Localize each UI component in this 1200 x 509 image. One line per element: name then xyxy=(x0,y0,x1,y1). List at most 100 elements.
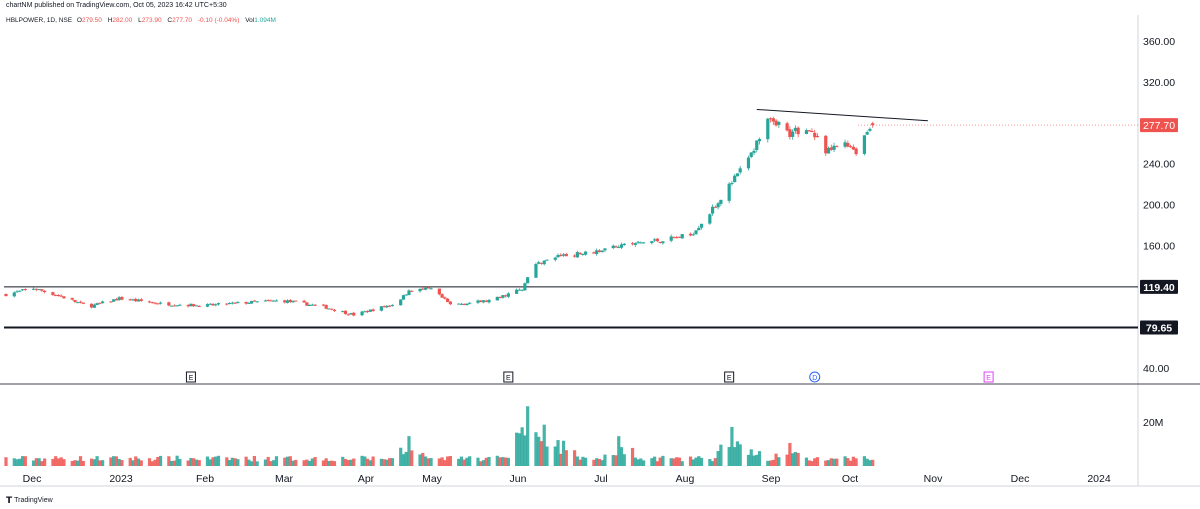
candle-body xyxy=(578,252,582,255)
volume-bar xyxy=(109,457,113,466)
volume-bar xyxy=(227,460,232,466)
candle-body xyxy=(653,239,657,241)
legend-close: 277.70 xyxy=(172,17,193,24)
candle-body xyxy=(272,300,276,302)
candle-body xyxy=(658,241,662,243)
candle-body xyxy=(443,297,447,299)
earnings-marker-icon xyxy=(503,371,514,383)
candle-body xyxy=(139,299,143,302)
candle-body xyxy=(752,150,756,153)
volume-bar xyxy=(622,454,626,466)
candle-body xyxy=(404,294,408,296)
volume-bar xyxy=(23,456,27,466)
candle-body xyxy=(716,203,720,208)
candle-body xyxy=(774,120,778,126)
volume-bar xyxy=(418,454,422,466)
candle-body xyxy=(501,295,505,298)
candle-body xyxy=(324,305,328,309)
candle-body xyxy=(34,288,38,290)
volume-bar xyxy=(597,458,602,466)
volume-bar xyxy=(54,456,58,466)
volume-bar xyxy=(777,457,781,466)
legend-low: 273.90 xyxy=(141,17,162,24)
volume-bar xyxy=(112,456,116,466)
volume-bar xyxy=(443,460,447,466)
volume-bar xyxy=(139,460,143,466)
volume-bar xyxy=(506,457,510,466)
volume-bar xyxy=(32,460,36,466)
volume-bar xyxy=(272,460,276,466)
volume-bar xyxy=(675,457,679,466)
volume-bar xyxy=(669,458,673,466)
volume-bar xyxy=(363,456,367,466)
volume-bar xyxy=(658,457,662,466)
volume-bar xyxy=(517,433,521,466)
candle-body xyxy=(291,301,295,303)
volume-bar xyxy=(70,460,74,466)
candle-body xyxy=(614,246,618,248)
split-marker-icon xyxy=(983,371,994,383)
candle-body xyxy=(476,300,480,303)
candle-body xyxy=(479,300,483,302)
volume-bar xyxy=(170,460,174,466)
candle-body xyxy=(603,248,607,251)
candle-body xyxy=(691,234,695,236)
y-tick-label: 40.00 xyxy=(1143,363,1169,375)
volume-bar xyxy=(43,458,47,466)
volume-bar xyxy=(699,457,704,466)
volume-bar xyxy=(214,456,218,466)
candle-body xyxy=(727,183,731,201)
volume-bar xyxy=(308,460,312,466)
candle-body xyxy=(633,243,637,245)
volume-bar xyxy=(708,459,712,466)
candle-body xyxy=(382,306,386,308)
candle-body xyxy=(459,303,464,305)
candle-body xyxy=(600,250,604,253)
volume-bar xyxy=(462,459,466,466)
candle-body xyxy=(62,296,66,299)
candle-body xyxy=(170,305,174,307)
volume-bar xyxy=(639,458,643,466)
candle-body xyxy=(266,300,270,302)
candle-body xyxy=(421,288,425,290)
candle-body xyxy=(274,300,279,302)
y-tick-label: 200.00 xyxy=(1143,200,1175,212)
candle-body xyxy=(581,253,585,255)
candle-body xyxy=(346,314,350,316)
volume-bar xyxy=(330,460,334,466)
candle-body xyxy=(76,302,80,304)
candle-body xyxy=(285,300,290,303)
level-price-tag xyxy=(1140,320,1178,335)
candle-body xyxy=(236,302,240,304)
volume-bar xyxy=(719,444,723,466)
candle-body xyxy=(197,305,201,307)
candle-body xyxy=(735,173,740,177)
candle-body xyxy=(672,237,676,239)
volume-bar xyxy=(481,460,486,466)
volume-bar xyxy=(95,456,99,466)
candle-body xyxy=(189,303,193,307)
candle-body xyxy=(426,287,430,289)
candle-body xyxy=(572,255,577,257)
volume-bar xyxy=(321,460,326,466)
volume-bar xyxy=(813,458,817,466)
volume-bar xyxy=(448,456,452,466)
candle-body xyxy=(448,301,452,305)
candle-body xyxy=(669,236,673,241)
volume-bar xyxy=(368,460,372,466)
volume-bar xyxy=(556,440,560,466)
candle-body xyxy=(766,118,770,140)
candle-body xyxy=(302,300,306,303)
candle-body xyxy=(710,206,715,214)
volume-bar xyxy=(672,458,676,466)
volume-bar xyxy=(150,461,154,466)
event-marker-letter: D xyxy=(812,375,817,382)
candle-body xyxy=(515,289,519,294)
volume-bar xyxy=(40,461,44,466)
candle-body xyxy=(429,288,433,290)
volume-bar xyxy=(136,458,141,466)
volume-bar xyxy=(710,461,715,466)
tradingview-footer[interactable]: 𝗧 TradingView xyxy=(6,495,53,506)
candle-body xyxy=(112,299,116,302)
